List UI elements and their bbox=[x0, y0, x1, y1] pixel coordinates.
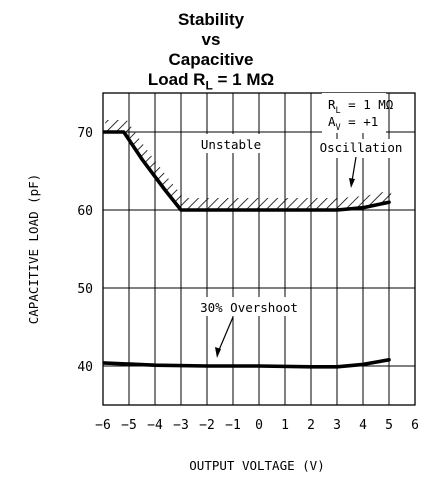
chart-title-suffix: = 1 MΩ bbox=[212, 70, 275, 89]
chart-title-prefix: Load R bbox=[147, 70, 206, 89]
x-tick-label: −5 bbox=[121, 418, 137, 433]
plot-frame bbox=[102, 92, 416, 406]
overshoot-arrowhead bbox=[215, 347, 221, 358]
chart-title-line-2: vs bbox=[201, 30, 221, 49]
overshoot-30pct-line bbox=[103, 357, 391, 369]
overshoot-arrow bbox=[218, 316, 234, 351]
rl-subscript: L bbox=[336, 106, 341, 116]
x-tick-label: 0 bbox=[255, 418, 263, 433]
overshoot-label-bg bbox=[197, 297, 301, 316]
x-tick-label: 3 bbox=[333, 418, 341, 433]
y-tick-label: 40 bbox=[77, 360, 93, 375]
av-suffix: = +1 bbox=[341, 114, 379, 129]
chart-title-subscript: L bbox=[205, 78, 213, 93]
x-tick-label: 2 bbox=[307, 418, 315, 433]
x-tick-label: −4 bbox=[147, 418, 163, 433]
x-tick-label: −6 bbox=[95, 418, 111, 433]
av-subscript: V bbox=[336, 123, 341, 133]
x-tick-label: 4 bbox=[359, 418, 367, 433]
chart-title-line-4: Load RL = 1 MΩ bbox=[0, 70, 422, 95]
av-condition-label: AV = +1 bbox=[328, 114, 378, 133]
y-tick-label: 60 bbox=[77, 204, 93, 219]
oscillation-arrow bbox=[351, 156, 357, 182]
y-axis-label: CAPACITIVE LOAD (pF) bbox=[26, 174, 41, 325]
oscillation-arrowhead bbox=[349, 178, 355, 188]
rl-prefix: R bbox=[328, 97, 336, 112]
conditions-label-bg bbox=[322, 93, 386, 133]
av-prefix: A bbox=[328, 114, 336, 129]
x-axis-label: OUTPUT VOLTAGE (V) bbox=[189, 458, 324, 473]
oscillation-label-bg bbox=[320, 139, 402, 158]
rl-suffix: = 1 MΩ bbox=[341, 97, 394, 112]
rl-condition-label: RL = 1 MΩ bbox=[328, 97, 394, 116]
x-tick-label: 1 bbox=[281, 418, 289, 433]
chart-title-line-3: Capacitive bbox=[168, 50, 254, 69]
unstable-label-bg bbox=[197, 134, 265, 153]
y-tick-label: 70 bbox=[77, 126, 93, 141]
x-tick-label: −2 bbox=[199, 418, 215, 433]
x-tick-label: 6 bbox=[411, 418, 419, 433]
y-tick-label: 50 bbox=[77, 282, 93, 297]
overshoot-label: 30% Overshoot bbox=[200, 300, 298, 315]
x-tick-label: −1 bbox=[225, 418, 241, 433]
x-tick-label: 5 bbox=[385, 418, 393, 433]
chart-title-line-1: Stability bbox=[177, 10, 245, 29]
unstable-boundary-line bbox=[103, 130, 391, 212]
oscillation-label: Oscillation bbox=[320, 140, 403, 155]
hatch-band bbox=[103, 120, 392, 210]
x-tick-label: −3 bbox=[173, 418, 189, 433]
unstable-region-hatch bbox=[103, 120, 392, 210]
unstable-label: Unstable bbox=[201, 137, 261, 152]
